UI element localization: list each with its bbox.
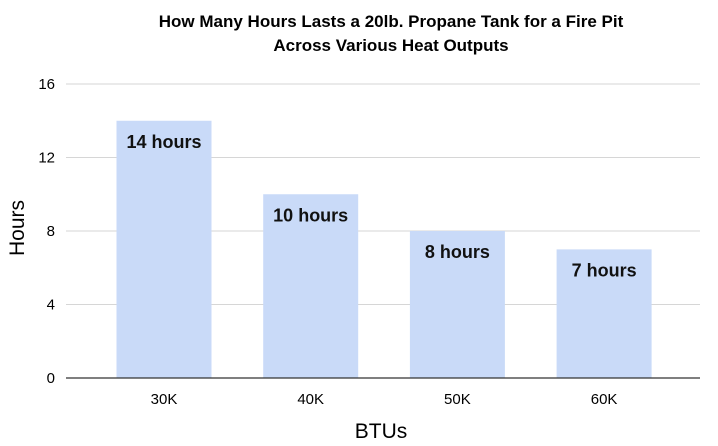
y-tick-labels: 0 4 8 12 16 xyxy=(38,76,55,387)
x-tick-label-50k: 50K xyxy=(444,391,471,408)
data-label-50k: 8 hours xyxy=(425,242,490,262)
x-tick-label-60k: 60K xyxy=(591,391,618,408)
x-axis-title: BTUs xyxy=(355,420,408,443)
bar-30k xyxy=(116,120,212,378)
bar-40k xyxy=(263,194,359,378)
x-tick-label-30k: 30K xyxy=(151,391,178,408)
data-labels: 14 hours 10 hours 8 hours 7 hours xyxy=(126,132,636,281)
y-tick-label: 0 xyxy=(47,370,55,387)
data-label-40k: 10 hours xyxy=(273,205,348,225)
data-label-30k: 14 hours xyxy=(126,132,201,152)
data-label-60k: 7 hours xyxy=(572,260,637,280)
x-tick-labels: 30K 40K 50K 60K xyxy=(151,391,618,408)
y-tick-label: 4 xyxy=(47,297,55,314)
chart-title-line-2: Across Various Heat Outputs xyxy=(273,36,508,55)
bar-60k xyxy=(556,249,652,378)
x-tick-label-40k: 40K xyxy=(297,391,324,408)
bars xyxy=(116,120,652,378)
bar-50k xyxy=(409,231,505,378)
y-tick-label: 16 xyxy=(38,76,55,93)
chart-title-line-1: How Many Hours Lasts a 20lb. Propane Tan… xyxy=(159,12,624,31)
y-axis-title: Hours xyxy=(6,200,29,256)
y-tick-label: 12 xyxy=(38,150,55,167)
y-tick-label: 8 xyxy=(47,223,55,240)
